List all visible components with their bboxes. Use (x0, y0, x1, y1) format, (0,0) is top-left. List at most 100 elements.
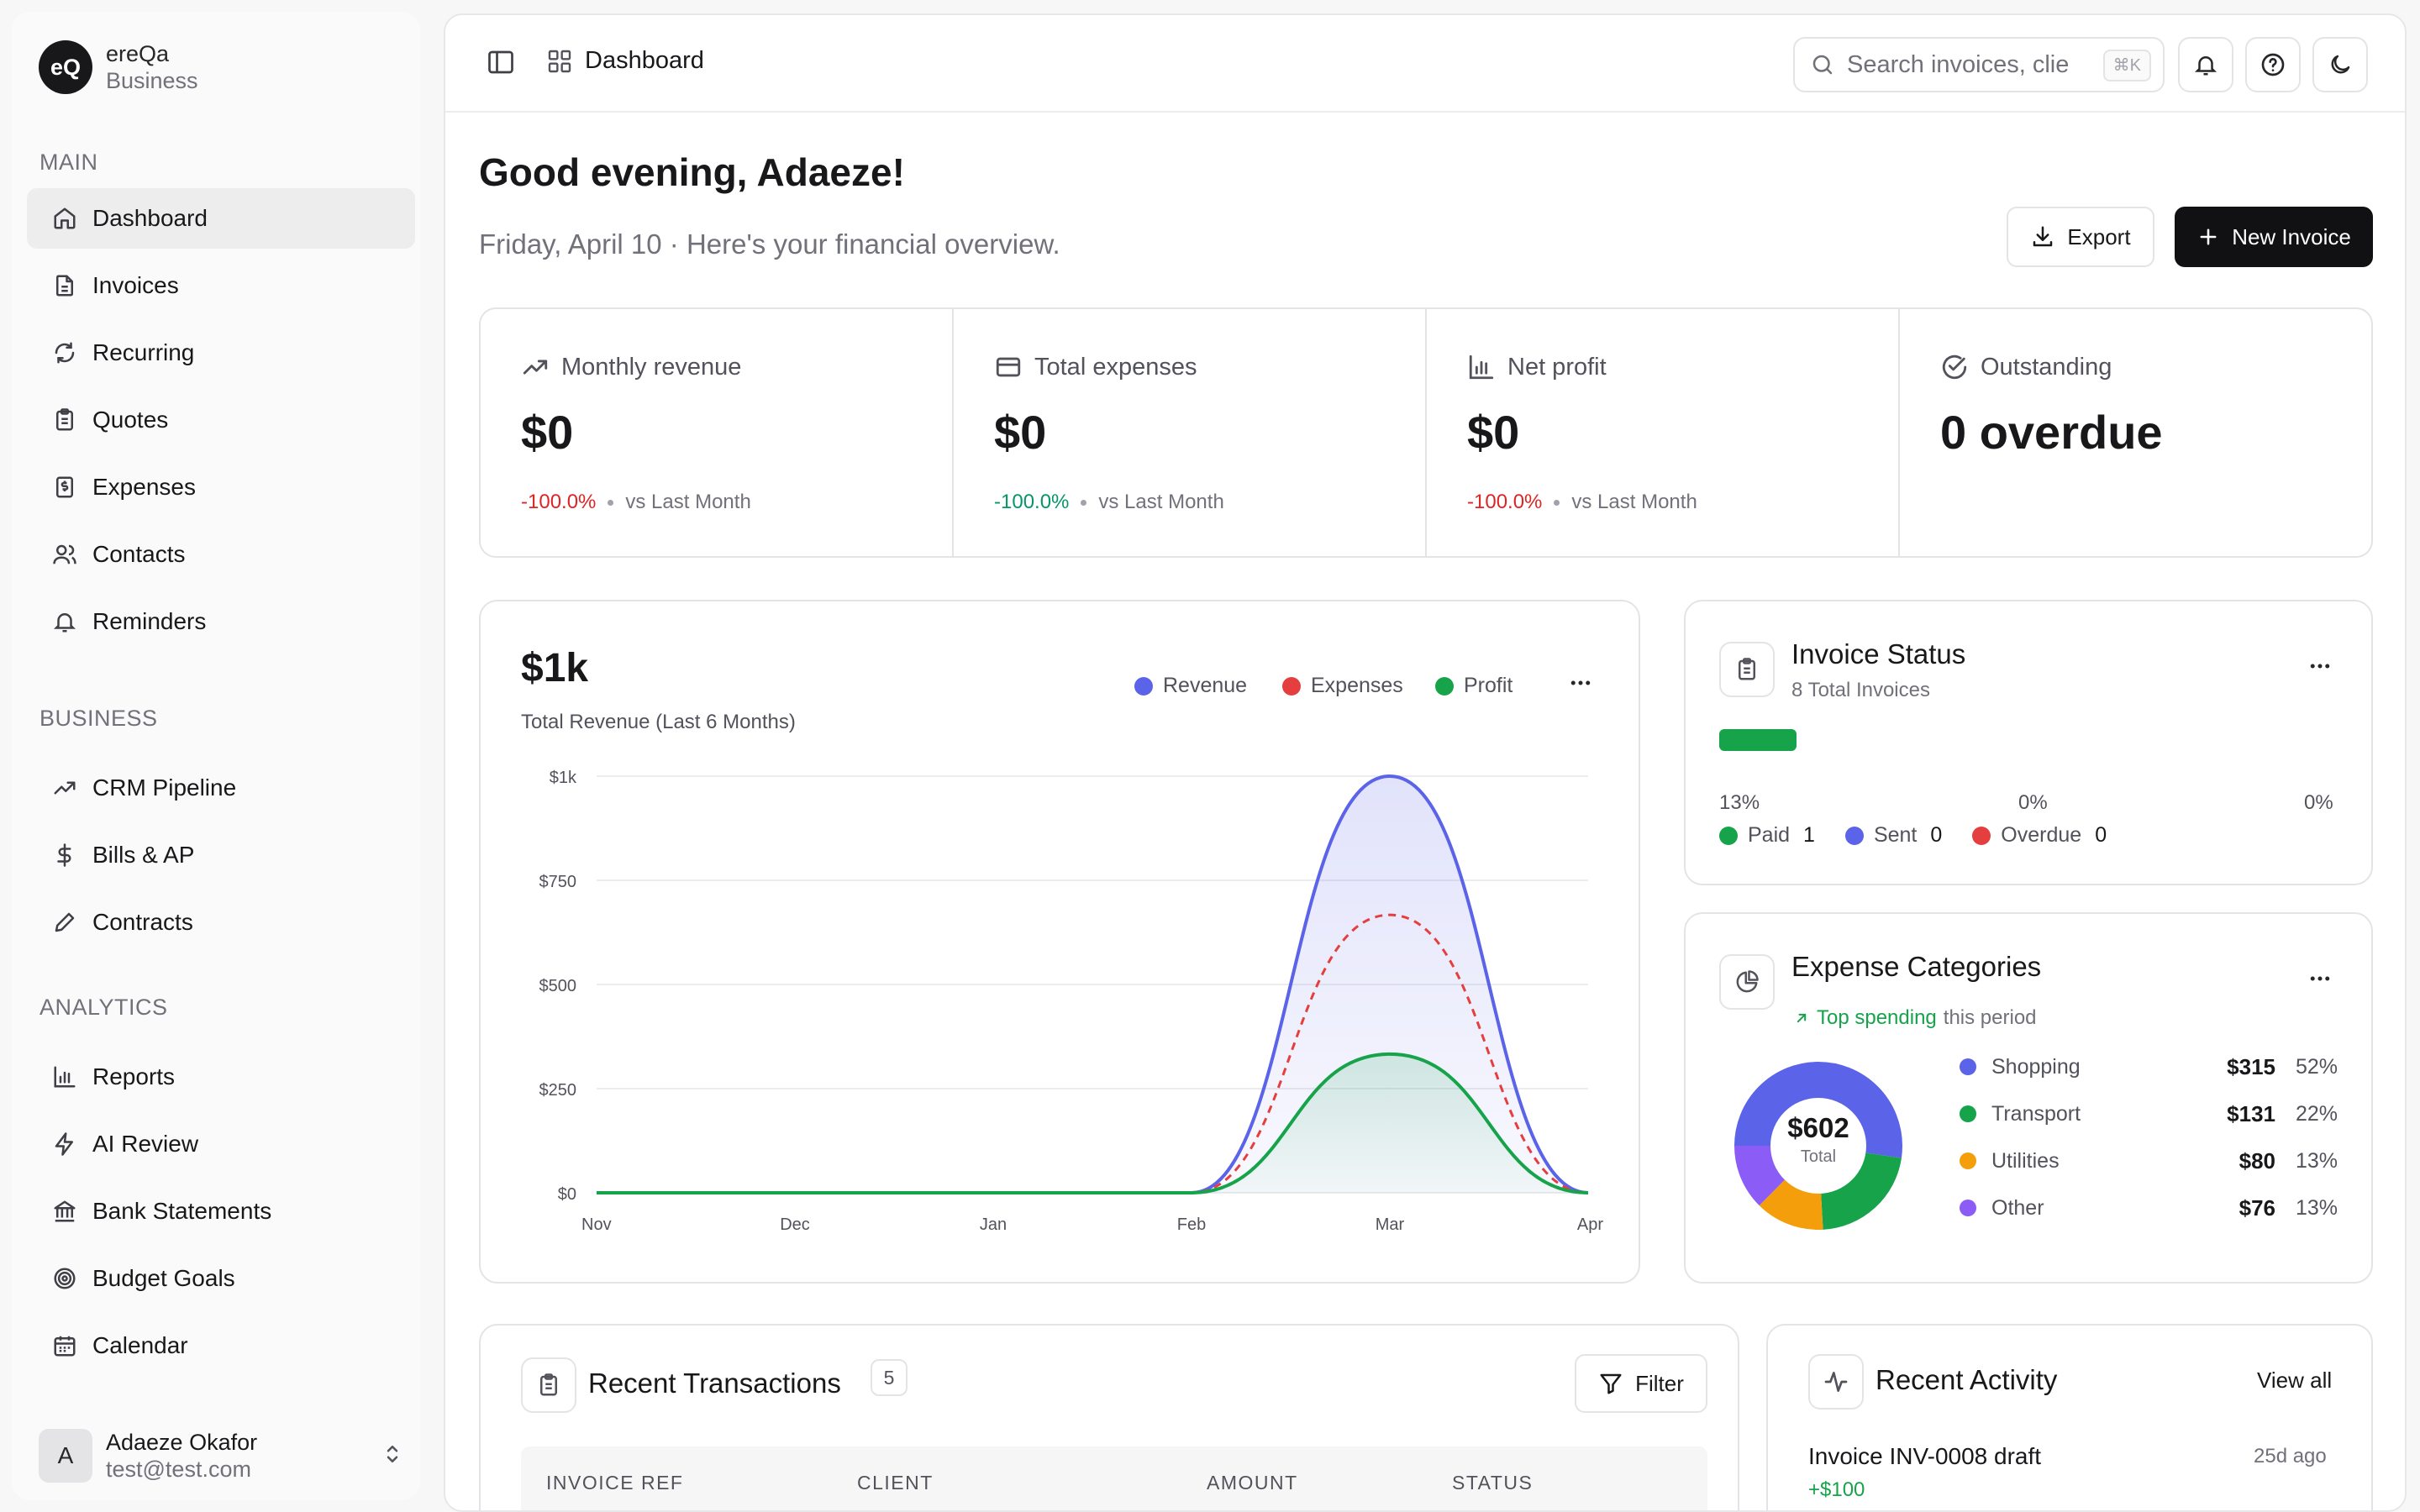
export-button[interactable]: Export (2007, 207, 2154, 267)
recent-transactions-card: Recent Transactions 5 Filter INVOICE REF… (479, 1324, 1739, 1510)
x-tick-label: Jan (980, 1215, 1007, 1234)
filter-label: Filter (1635, 1370, 1684, 1396)
x-tick-label: Mar (1376, 1215, 1405, 1234)
category-amount: $315 (2227, 1053, 2275, 1079)
top-spending-label: Top spending (1817, 1006, 1937, 1029)
sidebar-item-label: Quotes (92, 407, 169, 433)
sidebar-item-bank-statements[interactable]: Bank Statements (27, 1181, 415, 1242)
section-label-main: MAIN (39, 150, 98, 175)
topbar: Dashboard Search invoices, clie ⌘K (445, 15, 2405, 113)
filter-button[interactable]: Filter (1575, 1354, 1707, 1413)
legend-expenses[interactable]: Expenses (1282, 674, 1403, 698)
recent-activity-title: Recent Activity (1876, 1364, 2058, 1395)
stat-value: $0 (1467, 406, 1520, 459)
y-tick-label: $500 (539, 977, 577, 995)
stat-compare: vs Last Month (625, 491, 751, 513)
new-invoice-button[interactable]: New Invoice (2175, 207, 2373, 267)
stat-compare: vs Last Month (1098, 491, 1224, 513)
sidebar-item-dashboard[interactable]: Dashboard (27, 188, 415, 249)
notifications-button[interactable] (2178, 37, 2233, 92)
activity-item-amount: +$100 (1808, 1478, 1865, 1501)
sidebar-item-expenses[interactable]: Expenses (27, 457, 415, 517)
stat-card-outstanding: Outstanding 0 overdue (1900, 309, 2371, 556)
sidebar-item-label: AI Review (92, 1131, 199, 1157)
donut-total: $602 (1787, 1112, 1849, 1143)
sidebar-item-label: Calendar (92, 1332, 188, 1358)
shortcut-badge: ⌘K (2102, 50, 2151, 81)
more-options-icon[interactable] (2307, 966, 2333, 991)
sidebar-item-calendar[interactable]: Calendar (27, 1315, 415, 1376)
sidebar-item-contacts[interactable]: Contacts (27, 524, 415, 585)
search-input[interactable]: Search invoices, clie ⌘K (1793, 37, 2165, 92)
export-label: Export (2067, 223, 2131, 249)
section-label-analytics: ANALYTICS (39, 995, 168, 1020)
column-header[interactable]: INVOICE REF (546, 1472, 684, 1494)
stat-card-profit: Net profit $0 -100.0% vs Last Month (1427, 309, 1900, 556)
donut-slice-other[interactable] (1734, 1062, 1902, 1230)
category-amount: $80 (2238, 1147, 2275, 1173)
category-percent: 13% (2295, 1148, 2338, 1173)
new-invoice-label: New Invoice (2232, 223, 2351, 249)
sidebar-item-label: Bank Statements (92, 1198, 272, 1224)
legend-count: 1 (1803, 823, 1815, 847)
trend-up-icon (521, 353, 550, 381)
column-header[interactable]: CLIENT (857, 1472, 934, 1494)
sidebar-item-ai-review[interactable]: AI Review (27, 1114, 415, 1174)
brand-logo: eQ (39, 40, 92, 94)
calendar-icon (50, 1331, 79, 1360)
sidebar-item-bills[interactable]: Bills & AP (27, 825, 415, 885)
expense-categories-card: Expense Categories Top spending this per… (1684, 912, 2373, 1284)
main-content: Dashboard Search invoices, clie ⌘K Good … (444, 13, 2407, 1512)
category-percent: 13% (2295, 1195, 2338, 1220)
activity-icon (1808, 1354, 1864, 1410)
brand-subtitle: Business (106, 68, 198, 93)
grid-icon (546, 48, 573, 75)
legend-profit[interactable]: Profit (1435, 674, 1512, 698)
sidebar-item-quotes[interactable]: Quotes (27, 390, 415, 450)
search-placeholder: Search invoices, clie (1847, 50, 2070, 78)
search-icon (1810, 52, 1835, 77)
invoice-status-bar (1719, 729, 2338, 751)
sidebar-item-label: Budget Goals (92, 1265, 235, 1291)
stat-label: Monthly revenue (561, 353, 742, 381)
x-tick-label: Dec (780, 1215, 810, 1234)
page-title: Good evening, Adaeze! (479, 150, 905, 194)
sidebar-item-reports[interactable]: Reports (27, 1047, 415, 1107)
theme-toggle-button[interactable] (2312, 37, 2368, 92)
clipboard-icon (521, 1357, 576, 1413)
paid-bar-fill (1719, 729, 1797, 751)
bell-icon (50, 607, 79, 636)
legend-count: 0 (1930, 823, 1943, 847)
legend-revenue[interactable]: Revenue (1134, 674, 1247, 698)
activity-item-title[interactable]: Invoice INV-0008 draft (1808, 1443, 2042, 1469)
more-options-icon[interactable] (2307, 654, 2333, 679)
invoice-status-legend: Paid 1 Sent 0 Overdue 0 (1719, 823, 2137, 848)
stat-label: Total expenses (1034, 353, 1197, 381)
more-options-icon[interactable] (1568, 670, 1593, 696)
credit-card-icon (994, 353, 1023, 381)
column-header[interactable]: AMOUNT (1207, 1472, 1298, 1494)
sidebar-item-recurring[interactable]: Recurring (27, 323, 415, 383)
donut-slice-utilities[interactable] (1734, 1062, 1902, 1230)
category-amount: $76 (2238, 1194, 2275, 1221)
recent-activity-card: Recent Activity View all Invoice INV-000… (1766, 1324, 2373, 1510)
clipboard-icon (1719, 642, 1775, 697)
sidebar-item-contracts[interactable]: Contracts (27, 892, 415, 953)
category-percent: 22% (2295, 1101, 2338, 1126)
sidebar-item-crm-pipeline[interactable]: CRM Pipeline (27, 758, 415, 818)
sidebar-item-reminders[interactable]: Reminders (27, 591, 415, 652)
column-header[interactable]: STATUS (1452, 1472, 1534, 1494)
help-button[interactable] (2245, 37, 2301, 92)
sidebar-item-budget-goals[interactable]: Budget Goals (27, 1248, 415, 1309)
user-menu[interactable]: A Adaeze Okafor test@test.com (39, 1428, 408, 1483)
legend-count: 0 (2095, 823, 2107, 847)
clipboard-icon (50, 406, 79, 434)
stat-card-expenses: Total expenses $0 -100.0% vs Last Month (954, 309, 1427, 556)
avatar: A (39, 1429, 92, 1483)
sidebar-item-invoices[interactable]: Invoices (27, 255, 415, 316)
category-name: Transport (1991, 1101, 2081, 1126)
sidebar-toggle-icon[interactable] (486, 47, 516, 77)
brand[interactable]: eQ ereQa Business (39, 40, 198, 94)
y-tick-label: $750 (539, 873, 577, 891)
view-all-link[interactable]: View all (2257, 1368, 2333, 1393)
